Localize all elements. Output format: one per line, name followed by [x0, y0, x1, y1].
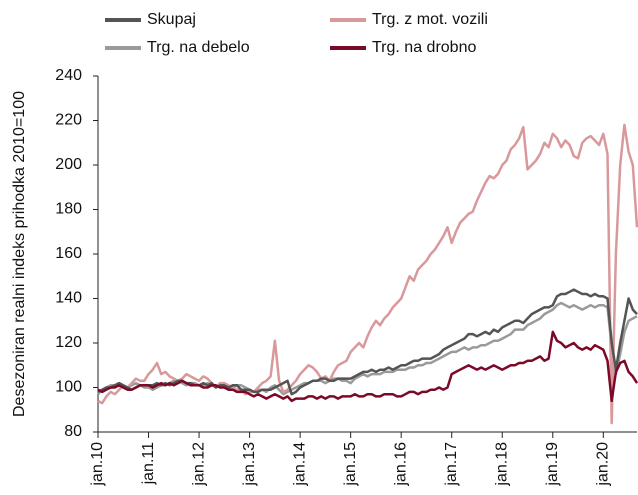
x-tick-label: jan.17	[443, 442, 460, 487]
x-tick-label: jan.18	[493, 442, 510, 487]
x-tick-label: jan.13	[241, 442, 258, 487]
x-tick-label: jan.10	[89, 442, 106, 487]
series-line	[97, 330, 638, 403]
legend-label: Trg. na drobno	[372, 39, 476, 56]
legend-label: Skupaj	[147, 11, 196, 28]
y-tick-label: 80	[64, 423, 82, 440]
y-tick-label: 220	[55, 112, 82, 129]
x-tick-label: jan.19	[544, 442, 561, 487]
y-tick-label: 180	[55, 201, 82, 218]
series-line	[97, 123, 638, 425]
x-tick-label: jan.14	[291, 442, 308, 487]
y-axis-label: Desezoniran realni indeks prihodka 2010=…	[11, 91, 28, 417]
x-tick-label: jan.12	[190, 442, 207, 487]
legend-label: Trg. na debelo	[147, 39, 250, 56]
y-tick-label: 240	[55, 67, 82, 84]
y-tick-label: 120	[55, 334, 82, 351]
y-tick-label: 200	[55, 156, 82, 173]
y-tick-label: 160	[55, 245, 82, 262]
y-tick-label: 140	[55, 290, 82, 307]
y-tick-label: 100	[55, 379, 82, 396]
x-tick-label: jan.15	[342, 442, 359, 487]
x-tick-label: jan.20	[595, 442, 612, 487]
legend-label: Trg. z mot. vozili	[372, 11, 488, 28]
x-tick-label: jan.11	[140, 442, 157, 486]
x-tick-label: jan.16	[392, 442, 409, 487]
